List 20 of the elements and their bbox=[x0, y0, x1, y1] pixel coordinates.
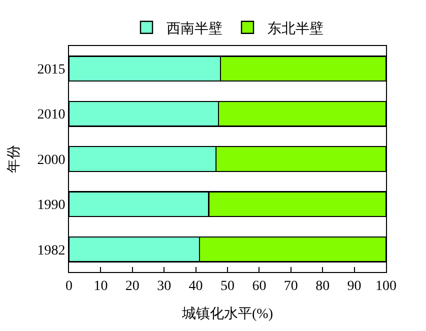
x-tick-label: 100 bbox=[376, 278, 396, 294]
y-tick-label: 2015 bbox=[37, 62, 66, 78]
y-tick-label: 1990 bbox=[37, 198, 66, 214]
x-tick-label: 90 bbox=[347, 278, 362, 294]
legend-label: 东北半壁 bbox=[268, 20, 324, 37]
y-axis-title: 年份 bbox=[6, 145, 22, 173]
x-tick-label: 50 bbox=[220, 278, 234, 294]
x-axis-title: 城镇化水平(%) bbox=[181, 306, 274, 322]
legend-label: 西南半壁 bbox=[166, 20, 222, 37]
y-tick-label: 1982 bbox=[37, 243, 66, 258]
x-tick-label: 0 bbox=[66, 278, 72, 294]
y-tick-label: 2010 bbox=[37, 108, 66, 123]
x-tick-label: 70 bbox=[284, 278, 298, 294]
x-tick-label: 20 bbox=[125, 278, 140, 294]
x-tick-label: 80 bbox=[316, 278, 330, 294]
x-tick-label: 60 bbox=[252, 278, 266, 294]
x-tick-label: 30 bbox=[157, 278, 172, 294]
x-tick-label: 40 bbox=[188, 278, 203, 294]
x-tick-label: 10 bbox=[94, 278, 108, 294]
y-tick-label: 2000 bbox=[37, 152, 66, 168]
